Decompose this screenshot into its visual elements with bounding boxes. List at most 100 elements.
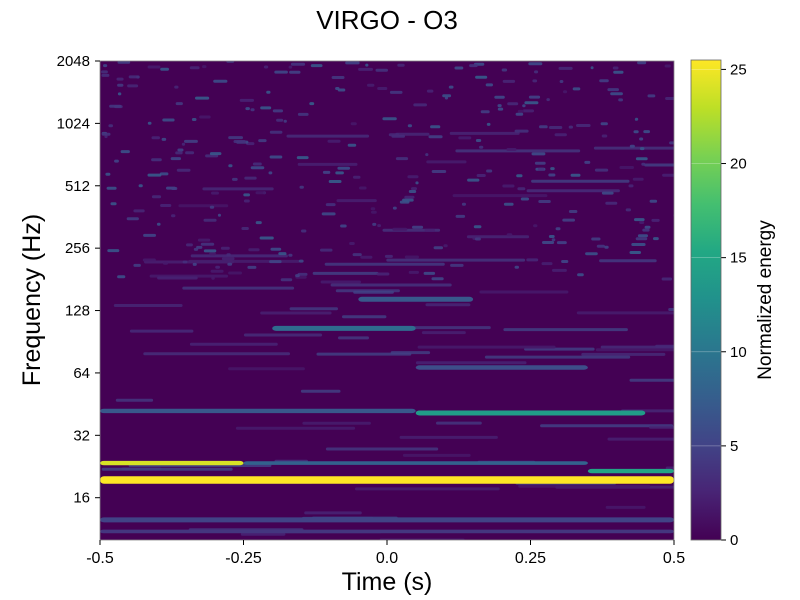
noise-speckle [325,203,336,207]
noise-speckle [653,237,659,241]
noise-speckle [126,217,139,221]
noise-speckle [340,224,347,228]
heatmap-layer [100,61,674,540]
noise-streak [101,467,233,471]
energy-band [243,461,588,465]
noise-streak [593,146,674,150]
noise-speckle [555,227,561,231]
noise-speckle [665,97,674,100]
noise-speckle [548,173,556,177]
noise-speckle [359,186,367,190]
y-tick-label: 256 [65,240,90,257]
noise-streak [182,286,295,290]
noise-speckle [270,247,282,251]
noise-speckle [274,70,288,74]
noise-speckle [310,64,323,68]
noise-speckle [639,137,644,141]
noise-speckle [634,218,645,222]
noise-speckle [371,210,377,214]
noise-speckle [147,173,162,177]
noise-speckle [618,98,623,102]
noise-streak [600,345,674,349]
chart-title: VIRGO - O3 [316,5,458,35]
noise-speckle [320,248,333,252]
noise-speckle [186,243,193,247]
noise-speckle [159,172,169,176]
noise-streak [531,179,630,183]
noise-speckle [101,73,110,77]
y-tick-label: 512 [65,178,90,195]
noise-speckle [647,94,656,98]
noise-streak [202,187,274,191]
noise-speckle [127,84,139,88]
noise-speckle [345,61,360,65]
noise-streak [143,352,290,356]
noise-speckle [309,102,315,106]
noise-speckle [444,96,449,100]
noise-speckle [138,184,143,188]
noise-speckle [651,218,660,222]
noise-speckle [534,70,539,74]
noise-streak [312,271,379,275]
noise-speckle [413,103,427,107]
noise-speckle [352,253,362,257]
y-tick-label: 2048 [57,53,90,70]
noise-speckle [200,242,215,246]
noise-speckle [372,222,377,226]
noise-speckle [349,242,355,245]
noise-speckle [193,247,199,251]
noise-speckle [486,122,491,126]
energy-band [415,410,646,416]
noise-speckle [610,92,623,96]
noise-speckle [104,135,108,139]
noise-speckle [162,261,169,265]
noise-speckle [584,160,591,164]
colorbar-tick-label: 5 [730,438,738,455]
noise-streak [336,199,377,203]
noise-speckle [117,92,122,96]
noise-speckle [276,118,284,122]
noise-streak [644,163,674,167]
noise-speckle [174,85,179,89]
noise-speckle [392,227,408,231]
noise-speckle [280,278,293,282]
noise-speckle [175,102,183,106]
noise-streak [402,453,471,457]
noise-speckle [475,139,482,142]
energy-band [100,460,244,466]
noise-speckle [388,133,400,137]
x-tick-label: -0.5 [86,550,114,567]
noise-speckle [514,129,529,133]
noise-speckle [247,265,257,269]
noise-speckle [255,191,266,195]
noise-speckle [522,104,526,108]
noise-streak [518,484,651,488]
colorbar-tick-label: 20 [730,156,747,173]
energy-band [415,365,588,370]
noise-speckle [548,235,555,238]
noise-speckle [448,85,454,89]
noise-speckle [331,76,345,79]
noise-speckle [189,66,200,70]
noise-speckle [335,171,344,175]
noise-streak [668,308,674,311]
noise-streak [355,487,500,491]
noise-speckle [228,164,233,168]
noise-speckle [450,263,464,267]
noise-speckle [263,65,269,69]
noise-streak [235,426,356,430]
noise-speckle [101,70,108,74]
noise-streak [302,421,371,425]
noise-speckle [431,170,447,173]
colorbar-frame [690,59,722,541]
noise-streak [421,331,466,335]
noise-speckle [613,70,624,74]
noise-speckle [299,185,304,189]
noise-speckle [107,249,120,253]
noise-speckle [377,224,381,228]
noise-speckle [479,145,484,149]
energy-band [100,408,416,414]
noise-speckle [298,259,304,263]
noise-speckle [633,130,639,134]
noise-streak [325,447,439,451]
